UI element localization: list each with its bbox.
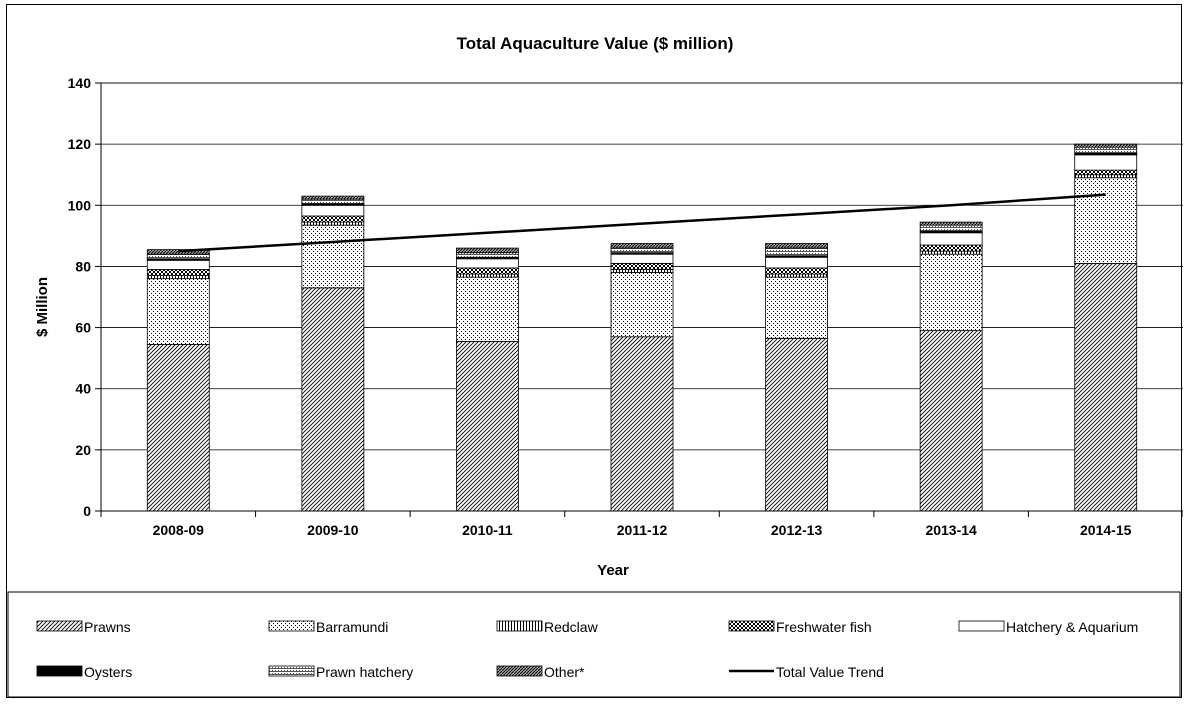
bar-segment: [765, 267, 828, 275]
bar-segment: [146, 275, 210, 280]
chart-frame: 0 20 40 60 80 100 120 140 2008-09 2009-10 2010-11 2…: [6, 4, 1183, 698]
bar-segment: [919, 250, 983, 255]
bar-segment: [456, 252, 519, 258]
legend: Prawns Barramundi Redclaw Freshwater fish Ha…: [7, 591, 1181, 698]
bar-segment: [1074, 154, 1138, 171]
y-tick-label: 120: [68, 136, 92, 152]
legend-label: Prawn hatchery: [316, 664, 413, 680]
bar-segment: [301, 224, 365, 289]
bar-segment: [610, 272, 674, 338]
y-tick-label: 40: [75, 381, 91, 397]
legend-swatch: [958, 620, 1005, 632]
legend-label: Barramundi: [316, 619, 388, 635]
bar-segment: [765, 273, 828, 278]
legend-label: Other*: [544, 664, 585, 680]
bar-segment: [146, 253, 210, 260]
x-tick-label: 2008-09: [153, 522, 205, 538]
y-tick-label: 60: [75, 320, 91, 336]
chart-title: Total Aquaculture Value ($ million): [457, 34, 734, 53]
bar-segment: [146, 343, 210, 512]
y-tick-label: 20: [75, 442, 91, 458]
y-axis-label: $ Million: [34, 277, 51, 337]
bar-segment: [456, 258, 519, 269]
bar-segment: [610, 336, 674, 512]
bar-segment: [456, 276, 519, 342]
legend-swatch: [496, 620, 543, 632]
bar-segment: [610, 269, 674, 273]
bar-segment: [456, 340, 519, 512]
bar-segment: [765, 243, 828, 249]
y-tick-label: 0: [83, 503, 91, 519]
bar-segment: [610, 253, 674, 264]
bar-segment: [765, 276, 828, 339]
bar-segment: [919, 244, 983, 252]
bar-segment: [919, 232, 983, 246]
trend-line-group: [178, 193, 1106, 253]
bar-segment: [919, 330, 983, 512]
bar-segment: [301, 204, 365, 217]
y-tick-label: 100: [68, 197, 92, 213]
bar-segment: [301, 221, 365, 226]
chart-svg: 0 20 40 60 80 100 120 140 2008-09 2009-10 2010-11 2…: [7, 34, 1183, 698]
bar-segment: [301, 215, 365, 223]
bar-segment: [1074, 262, 1138, 512]
bar-segment: [919, 221, 983, 226]
legend-swatch: [268, 665, 315, 677]
bar-segment: [146, 269, 210, 277]
bar-segment: [301, 287, 365, 512]
bar-segment: [456, 247, 519, 254]
legend-label: Total Value Trend: [776, 664, 884, 680]
bar-segment: [610, 247, 674, 254]
bar-segment: [146, 249, 210, 255]
bar-segment: [146, 278, 210, 345]
x-tick-label: 2014-15: [1080, 522, 1132, 538]
bar-segment: [919, 253, 983, 332]
bar-segment: [1074, 143, 1138, 148]
x-tick-label: 2011-12: [617, 522, 668, 538]
bar-segment: [765, 247, 828, 257]
x-tick-label: 2012-13: [771, 522, 823, 538]
legend-label: Freshwater fish: [776, 619, 872, 635]
bar-segment: [456, 267, 519, 275]
legend-label: Redclaw: [544, 619, 599, 635]
bar-segment: [1074, 146, 1138, 154]
y-tick-label: 80: [75, 258, 91, 274]
bar-segment: [1074, 174, 1138, 179]
legend-swatch: [36, 665, 83, 677]
x-tick-label: 2010-11: [462, 522, 513, 538]
x-axis-label: Year: [597, 562, 629, 579]
x-tick-label: 2013-14: [925, 522, 977, 538]
legend-swatch: [268, 620, 315, 632]
legend-swatch: [36, 620, 83, 632]
bar-segment: [1074, 169, 1138, 176]
y-tick-label: 140: [68, 75, 92, 91]
legend-label: Prawns: [84, 619, 131, 635]
bar-segment: [610, 262, 674, 270]
x-tick-label: 2009-10: [307, 522, 359, 538]
bar-segment: [146, 259, 210, 270]
axes: 0 20 40 60 80 100 120 140 2008-09 2009-10 2010-11 2…: [68, 75, 1183, 538]
bar-segment: [301, 195, 365, 200]
bar-segment: [765, 256, 828, 269]
bar-segment: [456, 273, 519, 278]
bars: [146, 143, 1138, 512]
legend-label: Oysters: [84, 664, 132, 680]
legend-swatch: [728, 620, 775, 632]
bar-segment: [1074, 177, 1138, 264]
bar-segment: [301, 198, 365, 205]
trend-line: [178, 193, 1106, 253]
legend-label: Hatchery & Aquarium: [1006, 619, 1138, 635]
bar-segment: [765, 337, 828, 512]
legend-swatch: [496, 665, 543, 677]
bar-segment: [610, 243, 674, 249]
bar-segment: [919, 224, 983, 232]
